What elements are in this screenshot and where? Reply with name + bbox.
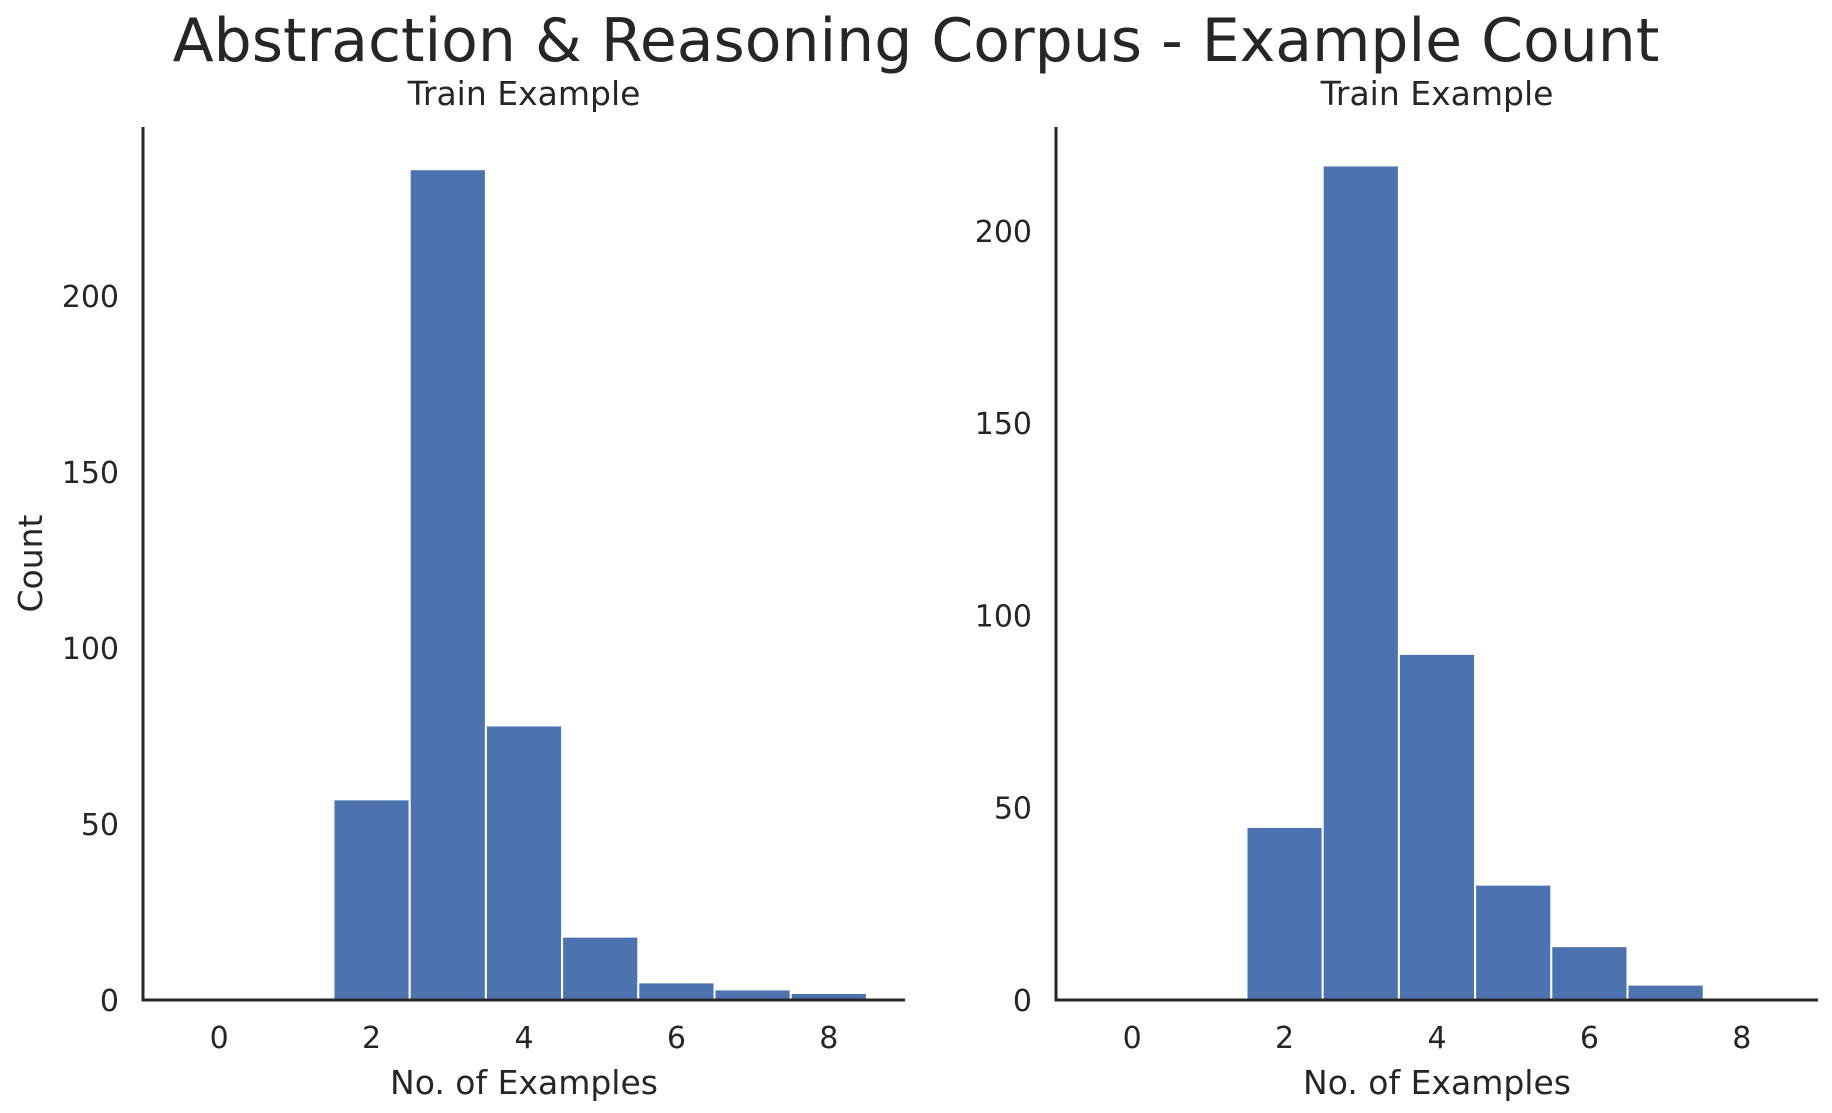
- x-tick-label: 0: [1123, 1021, 1142, 1056]
- histogram-bar: [484, 724, 564, 1001]
- y-tick-label: 100: [62, 632, 119, 667]
- x-tick-label: 8: [819, 1021, 838, 1056]
- y-tick-label: 200: [975, 215, 1032, 250]
- x-tick-label: 0: [210, 1021, 229, 1056]
- x-axis-label: No. of Examples: [390, 1063, 658, 1102]
- histogram-bar: [1626, 983, 1705, 1002]
- x-tick-label: 4: [1427, 1021, 1446, 1056]
- figure-title: Abstraction & Reasoning Corpus - Example…: [172, 6, 1660, 76]
- y-axis-label: Count: [11, 514, 50, 612]
- subplot-title: Train Example: [1320, 74, 1554, 113]
- histogram-bar: [1397, 652, 1477, 1001]
- histogram-bar: [637, 981, 716, 1001]
- y-tick-label: 0: [100, 984, 119, 1019]
- histogram-bar: [1550, 945, 1629, 1001]
- y-tick-label: 50: [81, 808, 119, 843]
- y-tick-label: 150: [975, 407, 1032, 442]
- y-tick-label: 0: [1013, 984, 1032, 1019]
- histogram-bar: [713, 988, 792, 1001]
- x-tick-label: 4: [514, 1021, 533, 1056]
- y-tick-label: 100: [975, 599, 1032, 634]
- histogram-right: 0 2 4 6 8 0 50 100 150 200 Train Example No. of Exa…: [975, 74, 1818, 1102]
- histogram-bar: [561, 935, 640, 1001]
- subplot-title: Train Example: [407, 74, 641, 113]
- histogram-bar: [1474, 883, 1553, 1001]
- histogram-bar: [1321, 164, 1400, 1002]
- histogram-bar: [408, 168, 487, 1001]
- histogram-bar: [332, 798, 411, 1002]
- histogram-bar: [1245, 825, 1324, 1002]
- x-tick-label: 6: [667, 1021, 686, 1056]
- y-tick-label: 200: [62, 280, 119, 315]
- histogram-left: 0 2 4 6 8 0 50 100 150 200 Train Example No. of Exa…: [11, 74, 905, 1102]
- x-axis-label: No. of Examples: [1303, 1063, 1571, 1102]
- x-tick-label: 2: [362, 1021, 381, 1056]
- x-tick-label: 6: [1580, 1021, 1599, 1056]
- x-tick-label: 8: [1732, 1021, 1751, 1056]
- x-tick-label: 2: [1275, 1021, 1294, 1056]
- y-tick-label: 50: [994, 792, 1032, 827]
- y-tick-label: 150: [62, 456, 119, 491]
